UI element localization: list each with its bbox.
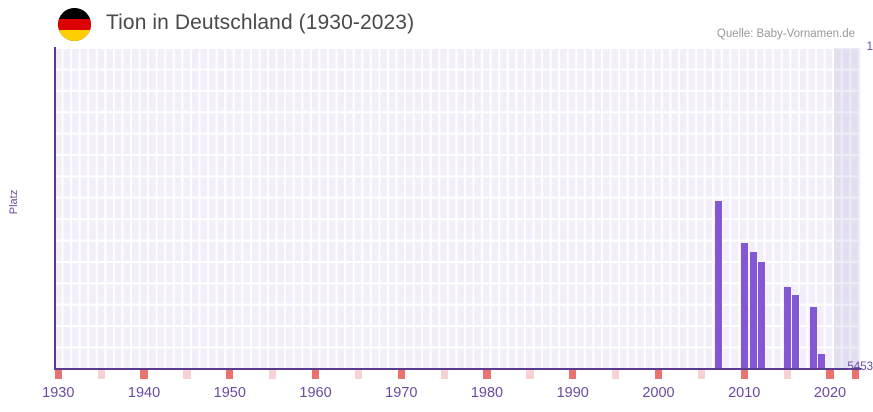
x-axis-ticks xyxy=(54,370,860,379)
plot-area xyxy=(54,48,860,368)
bar-series xyxy=(54,48,860,368)
german-flag-icon xyxy=(58,8,91,41)
bar-2016 xyxy=(792,295,800,368)
x-tick-1990 xyxy=(569,370,577,379)
x-tick-2020 xyxy=(826,370,834,379)
flag-band-gold xyxy=(58,29,91,41)
x-tick-1980 xyxy=(483,370,491,379)
x-tick-1955 xyxy=(269,370,277,379)
x-tick-label-1980: 1980 xyxy=(470,385,504,401)
x-tick-2005 xyxy=(697,370,706,379)
x-tick-2010 xyxy=(740,370,748,379)
page-title: Tion in Deutschland (1930-2023) xyxy=(106,11,415,34)
x-tick-label-1960: 1960 xyxy=(299,385,332,401)
y-axis-line xyxy=(54,47,56,369)
x-tick-1935 xyxy=(97,370,105,379)
x-tick-1975 xyxy=(440,370,448,379)
y-axis-title: Platz xyxy=(8,189,20,215)
x-tick-1960 xyxy=(311,370,320,379)
bar-2011 xyxy=(749,252,757,368)
x-tick-2000 xyxy=(654,370,663,379)
x-tick-1930 xyxy=(54,370,62,379)
flag-band-black xyxy=(58,8,91,19)
x-tick-label-1970: 1970 xyxy=(385,385,418,401)
x-tick-1985 xyxy=(526,370,534,379)
x-tick-label-1950: 1950 xyxy=(213,385,246,401)
x-tick-1945 xyxy=(183,370,191,379)
bar-2015 xyxy=(783,286,791,368)
x-tick-1940 xyxy=(140,370,148,379)
x-tick-1970 xyxy=(397,370,405,379)
bar-2018 xyxy=(809,307,817,368)
x-tick-label-2000: 2000 xyxy=(642,385,675,401)
bar-2007 xyxy=(715,201,723,368)
shaded-region xyxy=(834,48,860,368)
x-tick-label-2020: 2020 xyxy=(813,385,847,401)
x-tick-1950 xyxy=(226,370,234,379)
x-tick-2015 xyxy=(783,370,791,379)
bar-2012 xyxy=(758,262,766,368)
x-tick-1995 xyxy=(612,370,620,379)
x-tick-label-1930: 1930 xyxy=(42,385,75,401)
y-tick-label-top: 1 xyxy=(866,41,873,53)
x-axis-line xyxy=(54,368,861,370)
flag-band-red xyxy=(58,18,91,30)
chart-header: Tion in Deutschland (1930-2023) Quelle: … xyxy=(0,0,873,46)
x-axis-tick-labels: 1930 1940 1950 1960 1970 1980 1990 2000 2010 2020 xyxy=(0,385,873,409)
bar-2019 xyxy=(818,353,826,368)
x-tick-2023 xyxy=(852,370,860,379)
x-tick-1965 xyxy=(354,370,363,379)
x-tick-label-1940: 1940 xyxy=(127,385,161,401)
bar-2010 xyxy=(740,242,748,368)
grid-lines xyxy=(54,48,860,368)
source-attribution: Quelle: Baby-Vornamen.de xyxy=(716,28,855,40)
x-tick-label-2010: 2010 xyxy=(728,385,761,401)
x-tick-label-1990: 1990 xyxy=(556,385,589,401)
